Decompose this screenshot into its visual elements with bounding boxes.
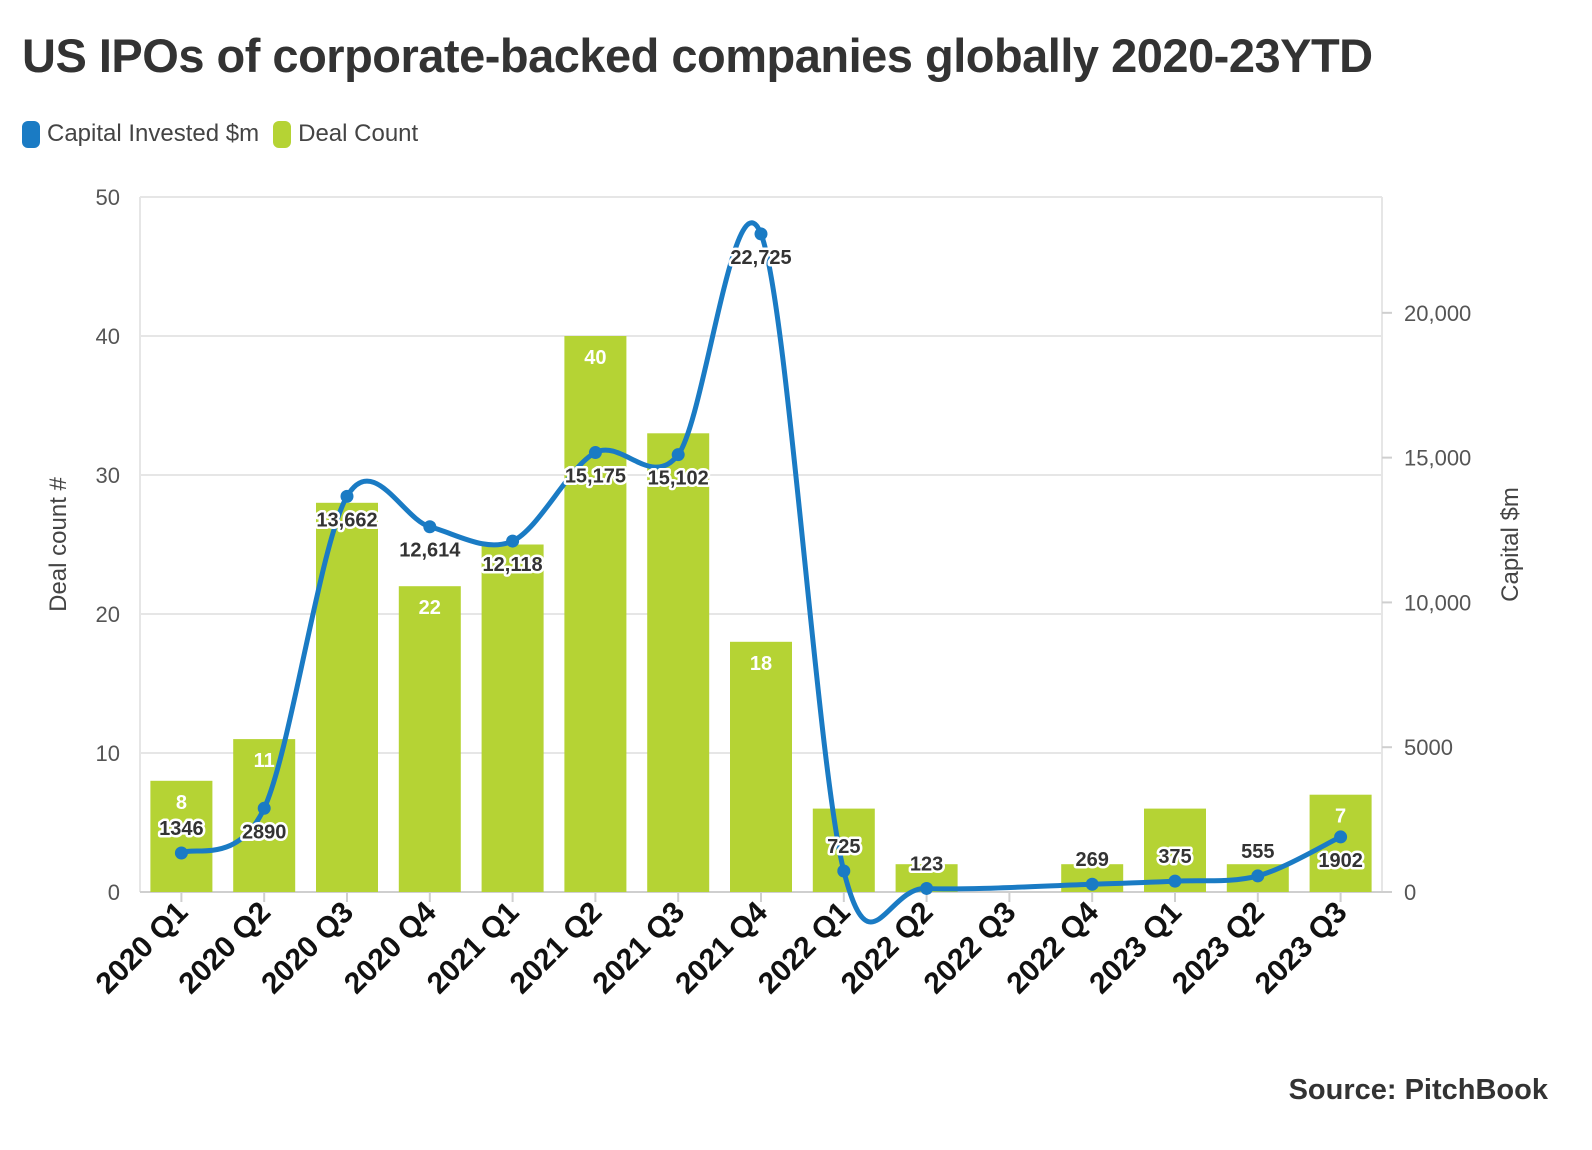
capital-value-label-2020-q2: 2890 [242,821,287,843]
y-left-tick-label: 0 [108,880,120,905]
legend-label-deal-count: Deal Count [298,120,419,147]
capital-value-label-2020-q1: 1346 [159,818,204,840]
legend: Capital Invested $m Deal Count [22,120,432,148]
legend-item-capital[interactable]: Capital Invested $m [22,120,259,148]
bar-2021-q2 [564,336,627,892]
y-left-tick-label: 10 [96,741,120,766]
legend-swatch-capital [22,120,40,148]
bar-2020-q4 [398,586,461,892]
bar-value-label-2020-q2: 11 [254,750,275,772]
bar-2021-q1 [481,544,544,892]
bar-value-label-2021-q2: 40 [584,347,606,369]
capital-point-2021-q4 [754,227,768,241]
y-left-axis-title: Deal count # [45,476,72,611]
capital-value-label-2021-q1: 12,118 [483,554,543,576]
bar-value-label-2023-q3: 7 [1335,806,1346,828]
y-left-tick-label: 40 [96,324,120,349]
capital-value-label-2022-q2: 123 [910,853,943,875]
x-tick-label-2020-q1: 2020 Q1 [90,896,195,1001]
x-tick-label-2021-q3: 2021 Q3 [586,896,691,1001]
legend-item-deal-count[interactable]: Deal Count [273,120,418,148]
capital-point-2022-q2 [920,881,934,895]
capital-point-2020-q2 [257,801,271,815]
x-tick-label-2021-q2: 2021 Q2 [504,896,609,1001]
source-note: Source: PitchBook [1288,1074,1548,1106]
capital-point-2020-q1 [174,846,188,860]
capital-point-2023-q1 [1168,874,1182,888]
x-tick-label-2023-q2: 2023 Q2 [1166,896,1271,1001]
x-tick-label-2022-q3: 2022 Q3 [918,896,1023,1001]
legend-label-capital: Capital Invested $m [47,120,260,147]
capital-point-2022-q1 [837,864,851,878]
capital-value-label-2022-q1: 725 [827,836,860,858]
capital-value-label-2020-q4: 12,614 [399,540,461,562]
capital-value-label-2020-q3: 13,662 [316,509,377,531]
bar-value-label-2021-q4: 18 [750,653,772,675]
capital-point-2020-q3 [340,489,354,503]
y-right-tick-label: 0 [1404,880,1416,905]
capital-point-2020-q4 [423,520,437,534]
y-left-tick-label: 20 [96,602,120,627]
capital-value-label-2021-q3: 15,102 [648,468,709,490]
y-right-tick-label: 5000 [1404,735,1453,760]
y-left-tick-label: 50 [96,185,120,210]
capital-point-2023-q3 [1334,830,1348,844]
bar-value-label-2020-q4: 22 [419,597,441,619]
capital-point-2021-q3 [671,448,685,462]
bar-2020-q3 [316,502,378,892]
y-left-tick-label: 30 [96,463,120,488]
y-right-tick-label: 15,000 [1404,446,1471,471]
capital-value-label-2023-q3: 1902 [1318,850,1363,872]
y-right-tick-label: 10,000 [1404,590,1471,615]
capital-point-2021-q1 [506,534,520,548]
capital-value-label-2021-q4: 22,725 [730,247,791,269]
capital-point-2021-q2 [588,446,602,460]
bar-2021-q3 [647,433,710,892]
capital-value-label-2021-q2: 15,175 [565,466,626,488]
capital-point-2023-q2 [1251,869,1265,883]
capital-point-2022-q4 [1085,877,1099,891]
x-tick-label-2021-q1: 2021 Q1 [421,896,526,1001]
x-tick-label-2020-q2: 2020 Q2 [172,896,277,1001]
capital-value-label-2023-q1: 375 [1158,846,1191,868]
x-tick-label-2023-q3: 2023 Q3 [1249,896,1354,1001]
x-tick-label-2022-q1: 2022 Q1 [752,896,857,1001]
bar-value-label-2020-q1: 8 [176,792,187,814]
bar-2020-q1 [150,780,213,892]
bar-2021-q4 [730,641,792,892]
y-right-tick-label: 20,000 [1404,301,1471,326]
chart-title: US IPOs of corporate-backed companies gl… [22,29,1373,82]
capital-value-label-2023-q2: 555 [1241,841,1274,863]
x-tick-label-2023-q1: 2023 Q1 [1083,896,1188,1001]
capital-value-label-2022-q4: 269 [1076,849,1109,871]
x-tick-label-2020-q3: 2020 Q3 [255,896,360,1001]
bar-2020-q2 [233,739,296,892]
legend-swatch-deal-count [273,120,292,148]
y-right-axis-title: Capital $m [1497,487,1524,602]
